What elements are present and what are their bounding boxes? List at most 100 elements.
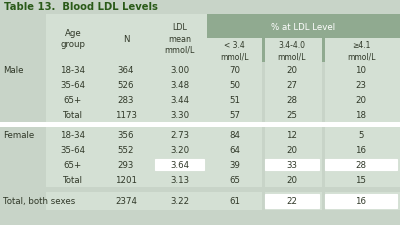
Text: 3.20: 3.20 (170, 145, 189, 154)
Bar (0, 122, 400, 127)
Text: 356: 356 (118, 130, 134, 139)
Text: 552: 552 (118, 145, 134, 154)
Text: Female: Female (3, 130, 34, 139)
Bar (0, 0, 400, 15)
Bar (207, 142, 400, 157)
Bar (207, 172, 400, 187)
Text: 293: 293 (118, 160, 134, 169)
Bar (207, 39, 262, 63)
Text: 10: 10 (356, 66, 366, 75)
Text: 2.73: 2.73 (170, 130, 189, 139)
Text: 283: 283 (118, 96, 134, 105)
Text: 5: 5 (358, 130, 364, 139)
Text: 20: 20 (286, 66, 298, 75)
Bar (0, 78, 400, 93)
Text: 65: 65 (229, 175, 240, 184)
Bar (322, 39, 325, 63)
Bar (325, 194, 397, 208)
Bar (0, 93, 400, 108)
Bar (322, 39, 400, 63)
Text: Age
group: Age group (60, 29, 86, 49)
Bar (262, 63, 265, 78)
Bar (322, 93, 325, 108)
Text: 28: 28 (356, 160, 366, 169)
Text: 65+: 65+ (64, 160, 82, 169)
Text: 15: 15 (356, 175, 366, 184)
Bar (46, 78, 207, 93)
Text: 51: 51 (229, 96, 240, 105)
Text: Total: Total (63, 110, 83, 119)
Text: 84: 84 (229, 130, 240, 139)
Bar (155, 159, 204, 170)
Bar (207, 78, 400, 93)
Bar (0, 182, 400, 187)
Bar (46, 15, 207, 63)
Bar (262, 127, 265, 142)
Text: 3.00: 3.00 (170, 66, 189, 75)
Bar (46, 142, 207, 157)
Text: 61: 61 (229, 197, 240, 206)
Bar (207, 192, 400, 210)
Bar (0, 192, 400, 210)
Text: 16: 16 (356, 145, 366, 154)
Text: 50: 50 (229, 81, 240, 90)
Text: 22: 22 (286, 197, 298, 206)
Text: 20: 20 (286, 145, 298, 154)
Text: 12: 12 (286, 130, 298, 139)
Text: 18-34: 18-34 (60, 130, 86, 139)
Bar (262, 172, 265, 187)
Text: 35-64: 35-64 (60, 145, 86, 154)
Text: 35-64: 35-64 (60, 81, 86, 90)
Text: 64: 64 (229, 145, 240, 154)
Text: 1173: 1173 (115, 110, 137, 119)
Bar (0, 157, 400, 172)
Text: 18-34: 18-34 (60, 66, 86, 75)
Text: 70: 70 (229, 66, 240, 75)
Bar (262, 39, 265, 63)
Bar (322, 63, 325, 78)
Text: 364: 364 (118, 66, 134, 75)
Text: 526: 526 (118, 81, 134, 90)
Text: 33: 33 (286, 160, 298, 169)
Text: Total, both sexes: Total, both sexes (3, 197, 75, 206)
Bar (265, 159, 319, 170)
Bar (46, 192, 207, 210)
Text: 20: 20 (286, 175, 298, 184)
Bar (46, 127, 207, 142)
Bar (322, 157, 325, 172)
Bar (207, 108, 400, 122)
Bar (207, 93, 400, 108)
Bar (0, 172, 400, 187)
Text: 3.48: 3.48 (170, 81, 189, 90)
Bar (262, 93, 265, 108)
Bar (46, 93, 207, 108)
Bar (265, 194, 319, 208)
Bar (207, 157, 400, 172)
Bar (322, 108, 325, 122)
Text: Male: Male (3, 66, 24, 75)
Bar (207, 15, 400, 63)
Text: 3.44: 3.44 (170, 96, 189, 105)
Text: 16: 16 (356, 197, 366, 206)
Bar (262, 39, 322, 63)
Bar (322, 142, 325, 157)
Text: 3.4-4.0
mmol/L: 3.4-4.0 mmol/L (278, 41, 306, 61)
Bar (0, 15, 400, 63)
Bar (322, 192, 325, 210)
Bar (262, 108, 265, 122)
Bar (262, 192, 265, 210)
Text: 3.30: 3.30 (170, 110, 189, 119)
Text: 3.22: 3.22 (170, 197, 189, 206)
Text: 1201: 1201 (115, 175, 137, 184)
Bar (46, 172, 207, 187)
Bar (46, 63, 207, 78)
Bar (322, 172, 325, 187)
Bar (46, 108, 207, 122)
Text: 3.13: 3.13 (170, 175, 189, 184)
Bar (46, 157, 207, 172)
Text: ≥4.1
mmol/L: ≥4.1 mmol/L (347, 41, 375, 61)
Text: 39: 39 (229, 160, 240, 169)
Bar (0, 108, 400, 122)
Text: % at LDL Level: % at LDL Level (272, 22, 336, 31)
Bar (325, 159, 397, 170)
